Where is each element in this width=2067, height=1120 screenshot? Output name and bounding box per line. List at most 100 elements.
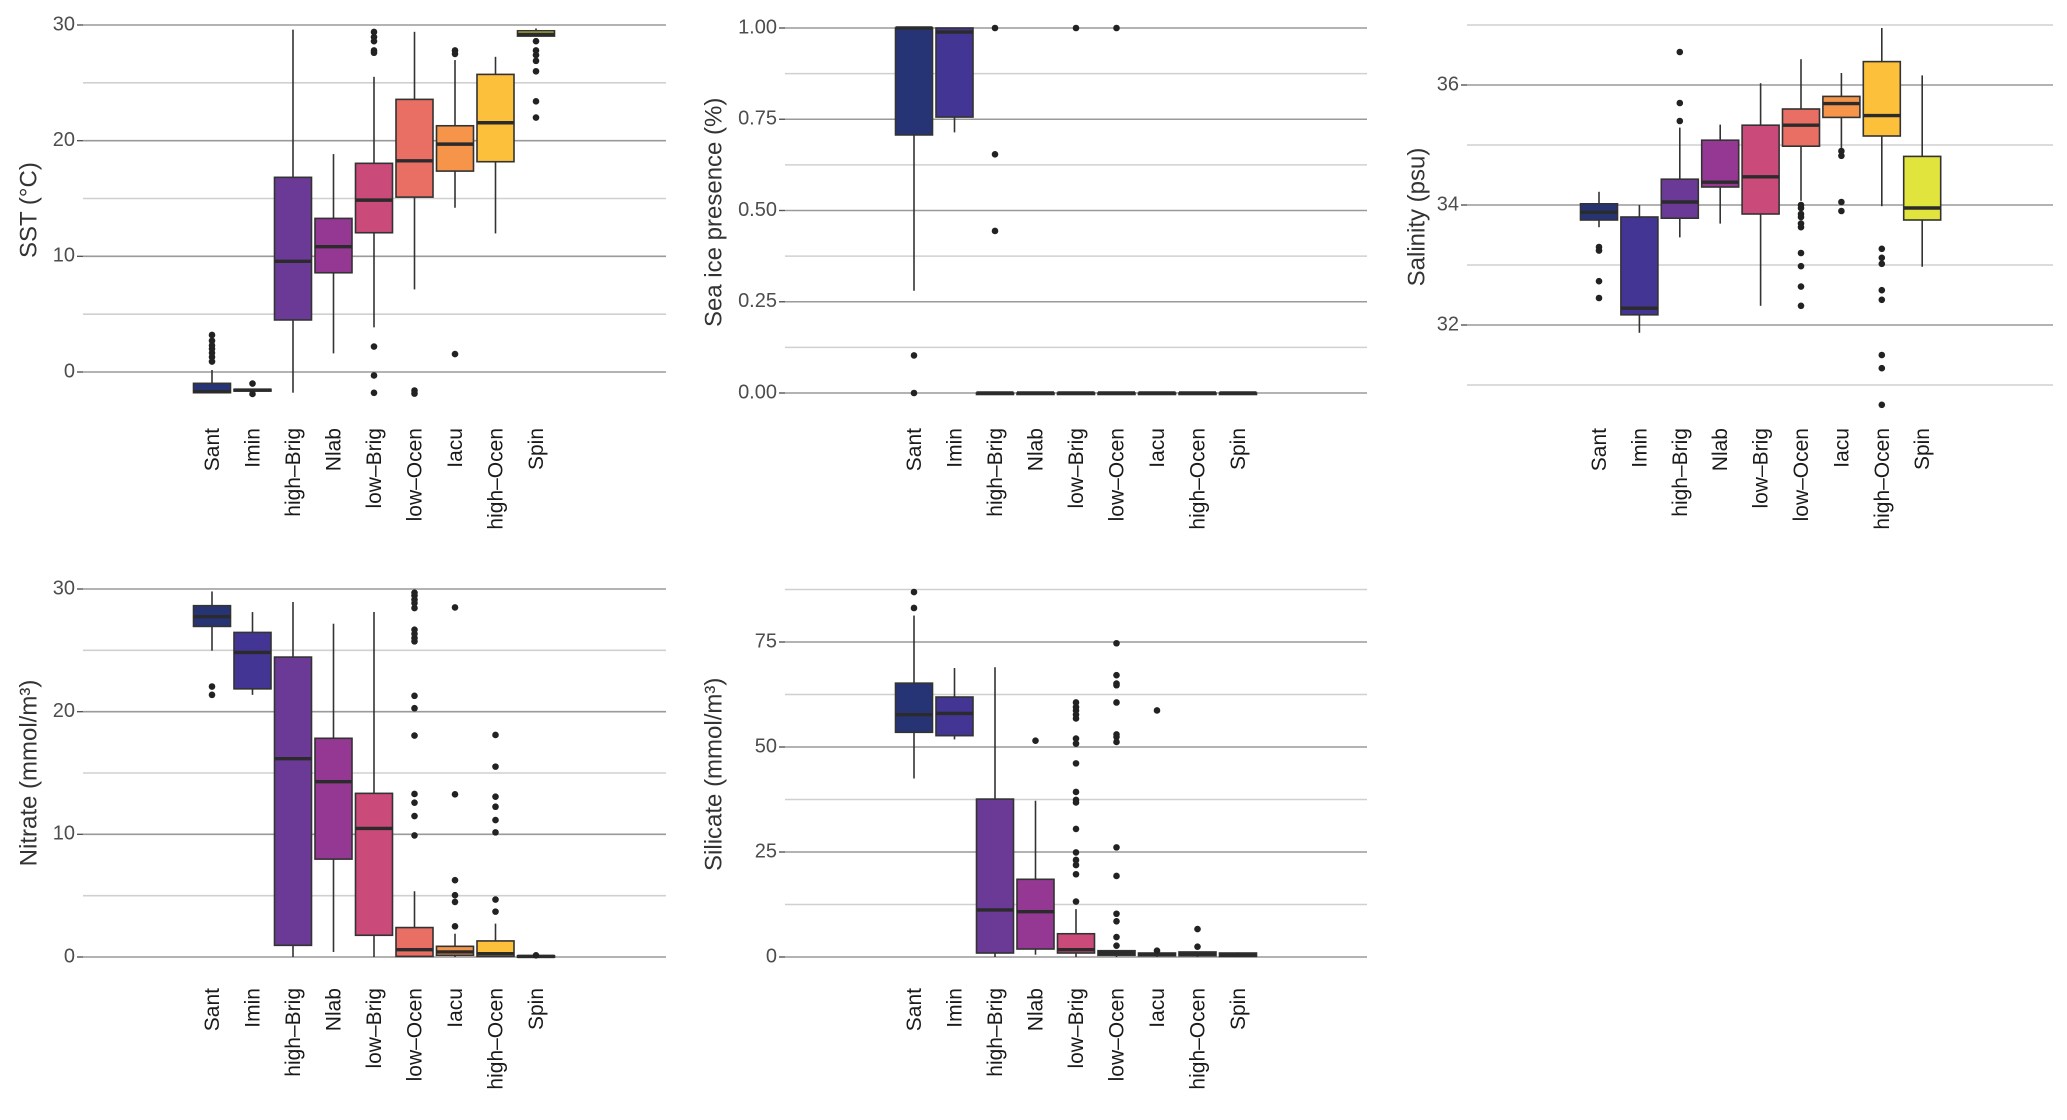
outlier-point <box>1878 245 1886 253</box>
outlier-point <box>1072 861 1080 869</box>
outlier-point <box>1878 286 1886 294</box>
box-iacu <box>1137 707 1177 957</box>
x-tick-label: Imin <box>944 988 967 1028</box>
outlier-point <box>451 791 459 798</box>
outlier-point <box>1595 277 1603 285</box>
x-tick-label: high–Ocen <box>485 988 508 1090</box>
outlier-point <box>370 28 378 36</box>
outlier-point <box>1838 207 1845 215</box>
outlier-point <box>1072 740 1080 747</box>
iqr-box <box>1700 139 1740 188</box>
iqr-box <box>935 696 974 737</box>
box-imin <box>233 380 272 398</box>
iqr-box <box>1660 178 1700 219</box>
x-tick-label: Sant <box>903 428 926 471</box>
iqr-box <box>476 73 515 163</box>
x-tick-label: high–Ocen <box>1871 428 1894 530</box>
y-tick-label: 50 <box>755 735 777 757</box>
iqr-box <box>395 926 434 958</box>
x-tick-label: low–Brig <box>363 988 386 1069</box>
box-sant <box>192 591 232 699</box>
x-tick-label: low–Brig <box>363 428 386 509</box>
box-low-ocen <box>1097 24 1136 396</box>
outlier-point <box>370 49 378 57</box>
x-tick-label: low–Brig <box>1065 988 1088 1069</box>
x-tick-label: Imin <box>242 428 265 468</box>
outlier-point <box>1113 910 1120 918</box>
outlier-point <box>1113 933 1120 941</box>
x-tick-label: Iacu <box>1146 988 1169 1028</box>
x-tick-label: high–Brig <box>984 988 1007 1077</box>
x-tick-label: Nlab <box>1025 428 1048 471</box>
y-tick-label: 0.75 <box>738 108 777 130</box>
outlier-point <box>370 389 378 397</box>
outlier-point <box>1797 204 1805 212</box>
x-tick-label: Sant <box>1588 428 1611 471</box>
outlier-point <box>1878 296 1886 304</box>
box-nlab <box>1016 391 1055 396</box>
x-tick-label: high–Brig <box>282 428 305 517</box>
outlier-point <box>492 908 499 915</box>
x-tick-label: low–Ocen <box>404 428 427 521</box>
box-nlab <box>1016 737 1055 955</box>
iqr-box <box>935 27 974 118</box>
outlier-point <box>208 331 216 339</box>
box-high-brig <box>273 29 313 393</box>
box-low-ocen <box>1097 639 1136 957</box>
box-low-brig <box>1741 83 1780 306</box>
y-tick-label: 0 <box>64 945 75 967</box>
outlier-point <box>1072 699 1080 706</box>
outlier-point <box>411 692 418 700</box>
y-tick-label: 0 <box>766 945 777 967</box>
x-tick-label: Imin <box>242 988 265 1028</box>
outlier-point <box>1838 147 1845 155</box>
box-high-ocen <box>1862 28 1902 409</box>
outlier-point <box>411 599 418 607</box>
y-tick-label: 1.00 <box>738 16 777 38</box>
y-tick-label: 0 <box>64 360 75 382</box>
outlier-point <box>532 951 540 959</box>
outlier-point <box>1878 364 1886 372</box>
box-high-brig <box>273 602 313 957</box>
x-tick-label: high–Ocen <box>485 428 508 530</box>
box-iacu <box>1137 391 1177 396</box>
box-high-brig <box>1660 48 1700 238</box>
outlier-point <box>1194 943 1201 951</box>
box-spin <box>516 951 556 959</box>
y-tick-label: 0.25 <box>738 290 777 312</box>
box-spin <box>1218 391 1258 396</box>
y-axis-title: Silicate (mmol/m³) <box>700 678 727 871</box>
outlier-point <box>1676 48 1684 56</box>
outlier-point <box>249 380 256 387</box>
outlier-point <box>1113 671 1120 679</box>
x-tick-label: Iacu <box>1830 428 1853 468</box>
outlier-point <box>208 683 216 690</box>
outlier-point <box>1797 213 1805 221</box>
outlier-point <box>1676 99 1684 107</box>
panel-sea-ice: Sea ice presence (%) 0.00 0.25 0.50 0.75 1.0… <box>700 16 1367 530</box>
iqr-box <box>273 176 313 321</box>
outlier-point <box>1113 872 1120 880</box>
x-tick-label: high–Brig <box>984 428 1007 517</box>
x-tick-label: Nlab <box>1025 988 1048 1031</box>
outlier-point <box>451 898 459 906</box>
x-tick-label: Imin <box>1628 428 1651 468</box>
outlier-point <box>492 793 499 800</box>
outlier-point <box>532 51 540 59</box>
outlier-point <box>532 114 540 121</box>
outlier-point <box>532 37 540 45</box>
outlier-point <box>1797 283 1805 290</box>
box-imin <box>935 668 974 740</box>
outlier-point <box>532 57 540 65</box>
outlier-point <box>492 803 499 811</box>
box-low-brig <box>354 612 394 957</box>
iqr-box <box>1862 60 1902 137</box>
x-tick-label: Iacu <box>444 428 467 468</box>
y-axis-title: Salinity (psu) <box>1403 148 1430 287</box>
outlier-point <box>1072 24 1080 32</box>
x-tick-label: Iacu <box>1146 428 1169 468</box>
box-iacu <box>1822 73 1861 215</box>
x-tick-label: Spin <box>525 988 548 1030</box>
outlier-point <box>1153 707 1161 714</box>
